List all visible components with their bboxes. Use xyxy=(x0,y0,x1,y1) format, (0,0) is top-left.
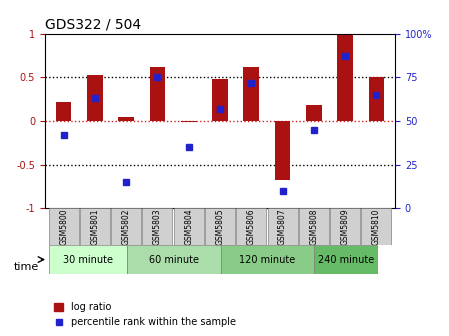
FancyBboxPatch shape xyxy=(142,208,172,245)
FancyBboxPatch shape xyxy=(48,208,79,245)
Bar xyxy=(243,67,259,121)
FancyBboxPatch shape xyxy=(80,208,110,245)
Text: GSM5806: GSM5806 xyxy=(247,208,256,245)
FancyBboxPatch shape xyxy=(361,208,392,245)
Text: GDS322 / 504: GDS322 / 504 xyxy=(45,17,141,31)
FancyBboxPatch shape xyxy=(314,245,377,274)
Text: 60 minute: 60 minute xyxy=(149,255,199,264)
Text: GSM5802: GSM5802 xyxy=(122,209,131,245)
Bar xyxy=(306,105,321,121)
FancyBboxPatch shape xyxy=(174,208,204,245)
FancyBboxPatch shape xyxy=(205,208,235,245)
Text: 30 minute: 30 minute xyxy=(63,255,113,264)
Bar xyxy=(212,79,228,121)
Text: GSM5805: GSM5805 xyxy=(216,208,224,245)
Text: GSM5809: GSM5809 xyxy=(341,208,350,245)
Text: GSM5810: GSM5810 xyxy=(372,209,381,245)
FancyBboxPatch shape xyxy=(268,208,298,245)
Bar xyxy=(337,34,353,121)
Text: GSM5801: GSM5801 xyxy=(90,209,99,245)
Text: time: time xyxy=(13,262,39,272)
Legend: log ratio, percentile rank within the sample: log ratio, percentile rank within the sa… xyxy=(50,298,240,331)
FancyBboxPatch shape xyxy=(330,208,360,245)
Bar xyxy=(369,77,384,121)
FancyBboxPatch shape xyxy=(127,245,220,274)
Text: GSM5808: GSM5808 xyxy=(309,209,318,245)
Bar xyxy=(150,67,165,121)
Bar xyxy=(87,75,103,121)
Text: GSM5803: GSM5803 xyxy=(153,208,162,245)
FancyBboxPatch shape xyxy=(111,208,141,245)
Bar xyxy=(119,118,134,121)
Text: 240 minute: 240 minute xyxy=(317,255,374,264)
Bar xyxy=(181,121,197,122)
FancyBboxPatch shape xyxy=(299,208,329,245)
Text: GSM5804: GSM5804 xyxy=(184,208,193,245)
Bar xyxy=(56,102,71,121)
Text: GSM5807: GSM5807 xyxy=(278,208,287,245)
FancyBboxPatch shape xyxy=(48,245,127,274)
Text: 120 minute: 120 minute xyxy=(239,255,295,264)
FancyBboxPatch shape xyxy=(236,208,266,245)
FancyBboxPatch shape xyxy=(220,245,314,274)
Text: GSM5800: GSM5800 xyxy=(59,208,68,245)
Bar xyxy=(275,121,291,180)
